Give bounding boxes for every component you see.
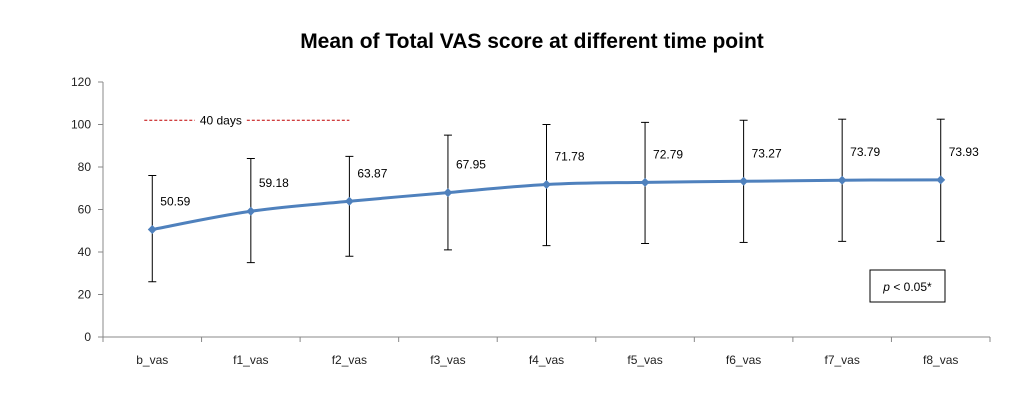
- chart-title: Mean of Total VAS score at different tim…: [300, 30, 764, 53]
- data-point-marker: [936, 175, 946, 185]
- x-tick-label: f7_vas: [824, 353, 859, 367]
- data-point-marker: [246, 206, 256, 216]
- x-tick-label: f5_vas: [627, 353, 662, 367]
- data-point-marker: [640, 177, 650, 187]
- data-label: 73.93: [949, 145, 979, 159]
- data-label: 50.59: [160, 194, 190, 208]
- x-tick-label: b_vas: [136, 353, 168, 367]
- data-point-marker: [147, 224, 157, 234]
- y-tick-label: 60: [78, 203, 92, 217]
- x-tick-label: f2_vas: [332, 353, 367, 367]
- y-tick-label: 20: [78, 288, 92, 302]
- data-point-marker: [542, 179, 551, 189]
- data-label: 67.95: [456, 158, 486, 172]
- data-label: 73.27: [752, 146, 782, 160]
- y-tick-label: 100: [71, 118, 91, 132]
- x-tick-label: f8_vas: [923, 353, 958, 367]
- data-label: 72.79: [653, 147, 683, 161]
- data-point-marker: [443, 188, 453, 198]
- x-tick-label: f4_vas: [529, 353, 564, 367]
- pvalue-box: [869, 269, 946, 303]
- data-point-marker: [837, 175, 847, 185]
- y-tick-label: 40: [78, 245, 92, 259]
- x-tick-label: f6_vas: [726, 353, 761, 367]
- y-tick-label: 0: [84, 330, 91, 344]
- data-label: 59.18: [259, 176, 289, 190]
- data-point-marker: [344, 196, 354, 206]
- y-tick-label: 120: [71, 75, 91, 89]
- pvalue-label: p < 0.05*: [882, 280, 932, 294]
- y-tick-label: 80: [78, 160, 92, 174]
- data-label: 71.78: [555, 149, 585, 163]
- x-tick-label: f1_vas: [233, 353, 268, 367]
- data-label: 73.79: [850, 145, 880, 159]
- period-label: 40 days: [200, 113, 242, 127]
- x-tick-label: f3_vas: [430, 353, 465, 367]
- data-label: 63.87: [357, 166, 387, 180]
- data-point-marker: [739, 176, 749, 186]
